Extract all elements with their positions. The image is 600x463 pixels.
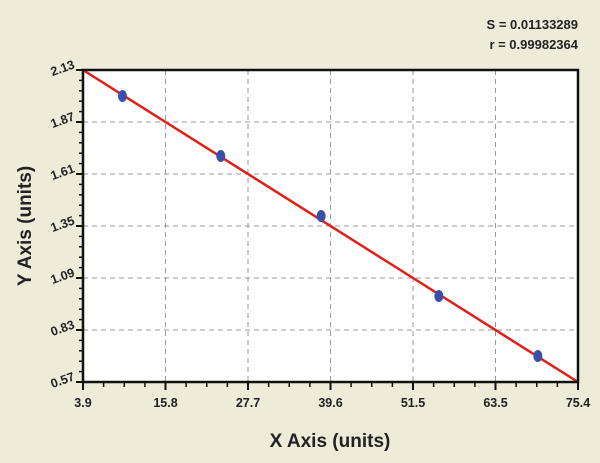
data-point [316, 210, 326, 222]
x-tick-label: 51.5 [401, 396, 425, 410]
y-tick-label: 1.09 [49, 265, 77, 286]
x-axis-title: X Axis (units) [270, 431, 391, 452]
data-point [117, 90, 127, 102]
y-tick-label: 1.61 [49, 161, 77, 182]
y-tick-label: 1.35 [49, 213, 77, 234]
x-tick-label: 15.8 [153, 396, 177, 410]
fit-line [82, 68, 579, 384]
x-tick-label: 63.5 [483, 396, 507, 410]
x-tick-label: 27.7 [236, 396, 260, 410]
y-tick-label: 2.13 [49, 57, 77, 78]
y-axis-title: Y Axis (units) [15, 166, 36, 286]
x-tick-label: 39.6 [318, 396, 342, 410]
x-tick-label: 75.4 [566, 396, 590, 410]
y-tick-label: 1.87 [49, 109, 77, 130]
s-statistic: S = 0.01133289 [486, 17, 578, 32]
x-tick-label: 3.9 [74, 396, 91, 410]
data-point [533, 350, 543, 362]
y-tick-label: 0.57 [49, 369, 77, 390]
data-point [216, 150, 226, 162]
r-statistic: r = 0.99982364 [489, 37, 578, 52]
y-tick-label: 0.83 [49, 317, 77, 338]
plot-frame [81, 68, 580, 384]
data-point [434, 290, 444, 302]
